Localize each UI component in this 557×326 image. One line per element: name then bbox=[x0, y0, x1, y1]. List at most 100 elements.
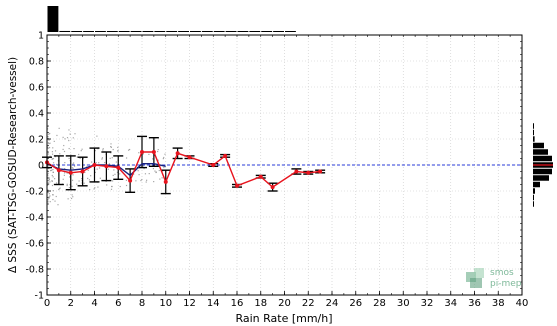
top-hist-bar bbox=[106, 31, 118, 32]
scatter-point bbox=[81, 148, 83, 150]
scatter-point bbox=[62, 178, 64, 180]
scatter-point bbox=[93, 188, 95, 190]
scatter-point bbox=[161, 177, 163, 179]
x-tick-label: 12 bbox=[183, 298, 196, 309]
scatter-point bbox=[138, 174, 140, 176]
scatter-point bbox=[71, 185, 73, 187]
scatter-point bbox=[68, 129, 70, 131]
scatter-point bbox=[47, 147, 49, 149]
scatter-point bbox=[90, 175, 92, 177]
right-hist-bar bbox=[533, 129, 534, 136]
scatter-point bbox=[48, 147, 51, 149]
scatter-point bbox=[94, 187, 96, 189]
scatter-point bbox=[69, 176, 71, 178]
scatter-point bbox=[59, 187, 61, 189]
scatter-point bbox=[153, 181, 155, 183]
scatter-point bbox=[142, 165, 144, 167]
scatter-point bbox=[63, 144, 65, 147]
mean-point bbox=[104, 164, 109, 169]
scatter-point bbox=[111, 185, 113, 188]
scatter-point bbox=[116, 171, 119, 173]
scatter-point bbox=[81, 182, 83, 184]
scatter-point bbox=[101, 158, 103, 160]
scatter-point bbox=[68, 139, 70, 142]
right-hist-bar bbox=[533, 188, 535, 194]
scatter-point bbox=[49, 142, 51, 144]
scatter-point bbox=[51, 169, 53, 171]
logo-text-line2: pi-mep bbox=[490, 279, 522, 289]
scatter-point bbox=[59, 153, 61, 155]
scatter-point bbox=[110, 146, 112, 148]
scatter-point bbox=[107, 168, 109, 170]
scatter-point bbox=[87, 169, 89, 171]
scatter-point bbox=[88, 179, 91, 181]
smos-pi-mep-logo: smos pi-mep bbox=[466, 268, 522, 289]
scatter-point bbox=[66, 184, 68, 187]
y-tick-label: -0.2 bbox=[25, 187, 44, 198]
scatter-point bbox=[68, 157, 70, 160]
scatter-point bbox=[142, 153, 144, 155]
top-hist-bar bbox=[237, 31, 249, 32]
scatter-point bbox=[52, 162, 55, 164]
scatter-point bbox=[48, 196, 50, 199]
scatter-point bbox=[68, 186, 70, 189]
mean-point bbox=[56, 168, 61, 173]
scatter-point bbox=[80, 172, 82, 174]
x-tick-label: 16 bbox=[231, 298, 244, 309]
scatter-point bbox=[58, 188, 61, 190]
scatter-point bbox=[47, 170, 49, 172]
scatter-point bbox=[129, 148, 131, 151]
x-tick-label: 2 bbox=[68, 298, 74, 309]
scatter-point bbox=[78, 180, 80, 182]
mean-point bbox=[294, 169, 299, 174]
scatter-point bbox=[48, 177, 50, 179]
scatter-point bbox=[51, 158, 53, 160]
scatter-point bbox=[108, 163, 111, 165]
scatter-point bbox=[48, 179, 50, 181]
scatter-point bbox=[144, 173, 147, 175]
scatter-point bbox=[81, 180, 83, 182]
scatter-point bbox=[55, 195, 57, 198]
scatter-point bbox=[49, 155, 51, 157]
scatter-point bbox=[125, 157, 128, 159]
right-hist-bar bbox=[533, 155, 552, 162]
scatter-point bbox=[102, 149, 104, 151]
mean-point bbox=[306, 170, 311, 175]
scatter-point bbox=[91, 161, 93, 163]
scatter-point bbox=[125, 184, 128, 187]
right-hist-bar bbox=[533, 123, 534, 129]
top-hist-bar bbox=[47, 6, 59, 32]
scatter-point bbox=[66, 183, 68, 185]
scatter-point bbox=[48, 183, 50, 185]
scatter-point bbox=[47, 175, 49, 177]
scatter-point bbox=[47, 189, 49, 191]
scatter-point bbox=[49, 195, 51, 197]
x-tick-label: 18 bbox=[254, 298, 267, 309]
scatter-point bbox=[52, 190, 54, 192]
scatter-point bbox=[111, 157, 113, 159]
mean-points bbox=[45, 150, 323, 190]
mean-point bbox=[92, 163, 97, 167]
x-tick-label: 6 bbox=[115, 298, 121, 309]
scatter-point bbox=[112, 148, 114, 151]
scatter-point bbox=[56, 134, 58, 137]
x-tick-label: 22 bbox=[302, 298, 315, 309]
scatter-point bbox=[47, 177, 49, 180]
scatter-point bbox=[47, 201, 49, 203]
scatter-point bbox=[48, 143, 50, 145]
y-tick-label: -0.8 bbox=[25, 265, 44, 276]
scatter-point bbox=[157, 159, 159, 161]
scatter-point bbox=[64, 168, 66, 170]
scatter-point bbox=[94, 150, 96, 152]
scatter-point bbox=[63, 150, 66, 153]
scatter-point bbox=[95, 162, 97, 164]
top-hist-bar bbox=[249, 31, 261, 32]
scatter-point bbox=[127, 149, 130, 151]
scatter-point bbox=[73, 165, 76, 167]
scatter-point bbox=[47, 151, 49, 153]
x-tick-label: 8 bbox=[139, 298, 145, 309]
scatter-point bbox=[47, 176, 49, 179]
scatter-point bbox=[47, 182, 49, 184]
scatter-point bbox=[143, 167, 145, 170]
x-tick-label: 32 bbox=[421, 298, 434, 309]
